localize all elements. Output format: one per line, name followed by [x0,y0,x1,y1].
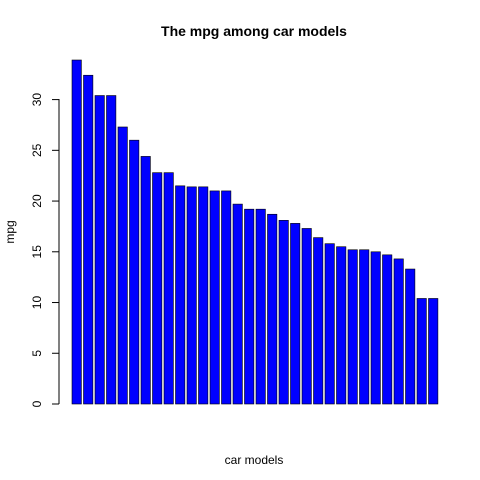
bar [359,249,370,405]
bar [428,298,439,405]
bar [221,190,232,405]
bar [140,156,151,405]
y-tick-label: 15 [30,245,44,259]
y-tick-label: 30 [30,93,44,107]
bar [186,186,197,405]
bar [94,95,105,405]
y-tick-label: 10 [30,296,44,310]
bar [71,59,82,405]
bar [232,203,243,405]
bar [129,139,140,405]
y-axis-label: mpg [3,220,17,243]
bar [278,220,289,405]
bar [209,190,220,405]
chart-title: The mpg among car models [161,23,347,39]
bars-group [71,59,439,405]
bar [336,246,347,405]
bar [106,95,117,405]
y-ticks-group: 0 5 10 15 20 25 30 [30,93,59,407]
bar [324,243,335,405]
bar [313,237,324,405]
bar [382,254,393,405]
y-tick-label: 25 [30,143,44,157]
y-tick-label: 20 [30,194,44,208]
y-tick-label: 0 [30,400,44,407]
bar [255,208,266,405]
x-axis-label: car models [225,453,284,467]
bar [163,172,174,405]
bar [83,74,94,405]
bar [152,172,163,405]
bar [175,185,186,405]
y-tick-label: 5 [30,350,44,357]
bar [244,208,255,405]
bar [267,213,278,405]
bar [370,251,381,405]
bar [198,186,209,405]
bar [405,268,416,405]
bar [301,228,312,405]
bar [117,126,128,405]
bar [347,249,358,405]
bar [290,223,301,405]
bar [393,258,404,405]
bar [416,298,427,405]
